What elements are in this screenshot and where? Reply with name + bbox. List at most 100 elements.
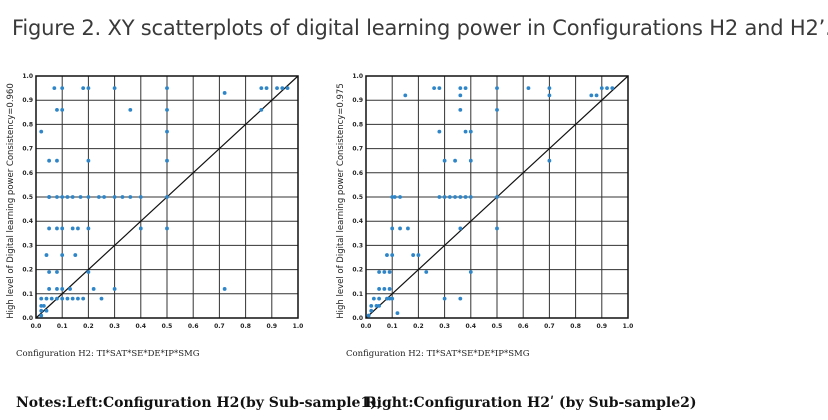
data-point <box>165 129 169 134</box>
data-point <box>68 287 72 291</box>
data-point <box>39 308 44 313</box>
data-point <box>458 93 463 98</box>
data-point <box>398 226 402 231</box>
y-tick-label: 0.1 <box>22 291 33 298</box>
y-tick-label: 0.9 <box>22 97 33 104</box>
x-tick-label: 0.9 <box>266 323 277 330</box>
data-point <box>458 86 463 90</box>
data-point <box>387 296 392 301</box>
data-point <box>390 195 395 199</box>
figure-title: Figure 2. XY scatterplots of digital lea… <box>12 16 828 40</box>
data-point <box>76 226 80 231</box>
x-tick-label: 1.0 <box>623 323 634 330</box>
data-point <box>60 253 65 257</box>
data-point <box>86 158 91 163</box>
data-point <box>60 296 65 301</box>
y-tick-label: 0.5 <box>22 194 33 201</box>
data-point <box>65 195 70 199</box>
data-point <box>387 287 392 291</box>
data-point <box>374 304 379 308</box>
data-point <box>55 287 59 291</box>
data-point <box>47 287 51 291</box>
data-point <box>468 270 473 274</box>
data-point <box>39 304 44 308</box>
note-right: Right:Configuration H2ʹ (by Sub-sample2) <box>365 395 697 411</box>
data-point <box>390 296 395 301</box>
data-point <box>81 86 86 90</box>
y-tick-label: 0.2 <box>22 267 33 274</box>
data-point <box>495 226 499 231</box>
data-point <box>366 313 371 318</box>
data-point <box>458 226 463 231</box>
x-tick-label: 0.5 <box>492 323 503 330</box>
data-point <box>165 86 169 90</box>
data-point <box>47 195 51 199</box>
data-point <box>442 158 447 163</box>
data-point <box>453 195 457 199</box>
data-point <box>382 287 387 291</box>
data-point <box>385 296 389 301</box>
data-point <box>458 296 463 301</box>
data-point <box>70 226 75 231</box>
y-tick-label: 0.5 <box>352 194 363 201</box>
data-point <box>96 195 101 199</box>
data-point <box>468 158 473 163</box>
data-point <box>138 195 143 199</box>
data-point <box>39 296 44 301</box>
x-tick-label: 0.5 <box>162 323 173 330</box>
data-point <box>610 86 615 90</box>
data-point <box>165 107 169 112</box>
x-tick-label: 0.7 <box>214 323 225 330</box>
y-tick-label: 0.9 <box>352 97 363 104</box>
data-point <box>70 296 75 301</box>
data-point <box>463 86 468 90</box>
data-point <box>60 287 65 291</box>
scatterplot-right: 0.0 0.1 0.2 0.3 0.4 0.5 0.6 0.7 0.8 0.9 1.0 0.0 0.1 0… <box>336 73 634 359</box>
data-point <box>599 86 604 90</box>
data-point <box>91 287 96 291</box>
data-point <box>275 86 279 90</box>
data-point <box>377 270 381 274</box>
data-point <box>41 304 46 308</box>
x-tick-label: 0.8 <box>240 323 251 330</box>
data-point <box>395 311 400 316</box>
data-point <box>411 253 416 257</box>
data-point <box>547 86 552 90</box>
y-tick-label: 0.8 <box>352 121 363 128</box>
data-point <box>112 195 117 199</box>
data-point <box>55 195 59 199</box>
x-tick-label: 1.0 <box>293 323 304 330</box>
data-point <box>76 296 80 301</box>
data-point <box>377 304 381 308</box>
data-point <box>44 253 49 257</box>
x-tick-label: 0.6 <box>518 323 529 330</box>
plot-frame <box>365 75 629 319</box>
data-point <box>86 195 91 199</box>
scatterplot-left: 0.0 0.1 0.2 0.3 0.4 0.5 0.6 0.7 0.8 0.9 1.0 0.0 0.1 0… <box>6 73 304 359</box>
data-point <box>547 93 552 98</box>
data-point <box>547 158 552 163</box>
data-point <box>458 107 463 112</box>
x-tick-label: 0.2 <box>413 323 424 330</box>
data-point <box>468 129 473 134</box>
data-point <box>52 86 57 90</box>
data-point <box>589 93 594 98</box>
x-tick-label: 0.1 <box>57 323 68 330</box>
scatterplot-left-panel: 0.0 0.1 0.2 0.3 0.4 0.5 0.6 0.7 0.8 0.9 1.0 0.0 0.1 0… <box>0 70 340 360</box>
data-point <box>81 296 86 301</box>
data-point <box>86 270 91 274</box>
data-point <box>398 195 402 199</box>
data-point <box>387 270 392 274</box>
data-point <box>526 86 531 90</box>
y-axis-label: High level of Digital learning power Con… <box>336 83 346 319</box>
y-tick-label: 0.4 <box>22 218 33 225</box>
y-tick-label: 0.6 <box>352 170 363 177</box>
data-point <box>406 226 410 231</box>
x-tick-label: 0.0 <box>361 323 372 330</box>
data-point <box>385 253 389 257</box>
data-point <box>99 296 104 301</box>
data-point <box>432 86 437 90</box>
data-point <box>437 195 442 199</box>
y-tick-label: 0.0 <box>352 315 363 322</box>
x-tick-label: 0.4 <box>135 323 146 330</box>
